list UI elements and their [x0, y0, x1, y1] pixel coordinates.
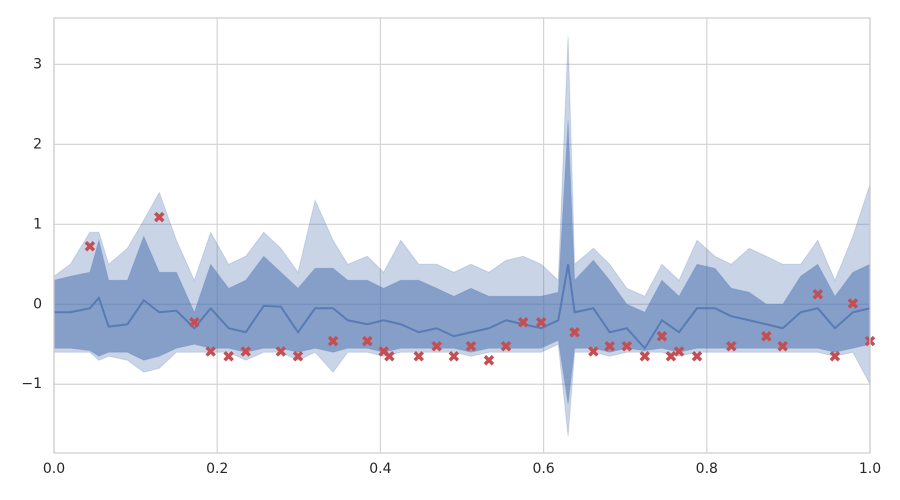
point-marker: [847, 298, 859, 309]
point-marker: [829, 351, 841, 362]
point-marker: [362, 335, 373, 347]
y-tick-label: 1: [33, 216, 42, 232]
plot-frame: [53, 17, 871, 454]
point-marker: [384, 351, 395, 362]
point-marker: [189, 317, 200, 328]
point-marker: [240, 346, 251, 357]
point-marker: [569, 327, 580, 338]
point-marker: [665, 351, 677, 362]
x-tick-label: 0.6: [532, 461, 554, 477]
x-tick-label: 0.4: [369, 461, 391, 477]
point-marker: [448, 351, 460, 362]
point-marker: [726, 341, 737, 352]
y-tick-label: −1: [21, 376, 42, 392]
x-tick-label: 0.8: [696, 461, 718, 477]
point-marker: [535, 317, 547, 328]
point-marker: [500, 341, 512, 352]
point-marker: [588, 346, 599, 357]
point-marker: [275, 346, 287, 357]
point-marker: [621, 341, 633, 352]
y-tick-label: 2: [33, 136, 42, 152]
point-marker: [691, 351, 703, 362]
point-marker: [673, 346, 685, 357]
point-marker: [327, 335, 339, 347]
x-tick-label: 0.0: [43, 461, 65, 477]
point-marker: [292, 351, 304, 362]
point-marker: [154, 211, 165, 223]
point-marker: [604, 341, 615, 352]
point-marker: [223, 351, 234, 362]
point-marker: [84, 241, 96, 252]
y-tick-label: 0: [33, 296, 42, 312]
mean-line: [54, 264, 871, 350]
point-marker: [812, 289, 824, 300]
point-marker: [517, 317, 529, 328]
point-marker: [465, 341, 477, 352]
point-marker: [205, 346, 216, 357]
y-tick-label: 3: [33, 56, 42, 72]
point-marker: [413, 351, 424, 362]
point-marker: [761, 331, 772, 342]
point-marker: [431, 341, 442, 352]
x-tick-label: 1.0: [859, 461, 881, 477]
x-tick-label: 0.2: [206, 461, 228, 477]
point-marker: [483, 355, 495, 366]
point-marker: [656, 331, 668, 342]
band: [53, 36, 871, 437]
point-marker: [639, 351, 651, 362]
point-marker: [777, 341, 788, 352]
